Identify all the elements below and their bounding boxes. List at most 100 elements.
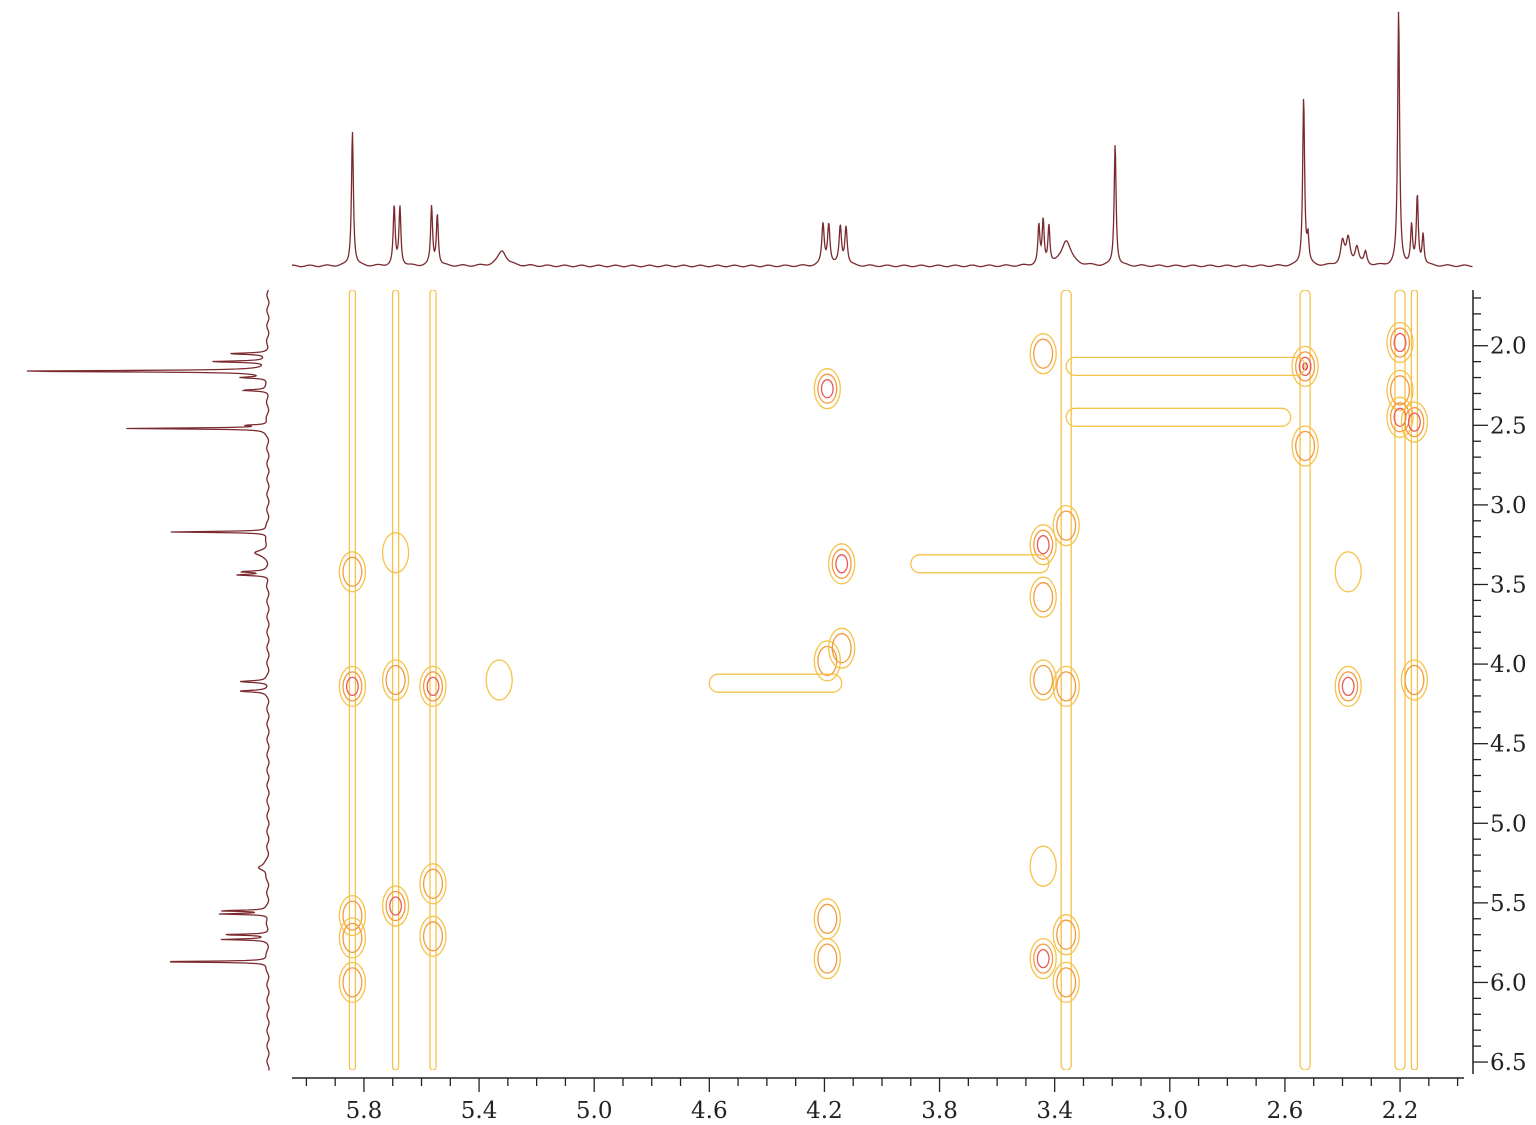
cross-peak	[381, 885, 410, 927]
cross-peak	[338, 961, 367, 1004]
contour-level	[342, 967, 363, 998]
cross-peak	[1029, 524, 1057, 566]
contour-level	[1029, 845, 1057, 887]
contour-level	[1298, 356, 1312, 377]
contour-level	[817, 943, 838, 974]
contour-level	[419, 665, 447, 708]
contour-level	[1052, 914, 1080, 956]
contour-level	[345, 676, 359, 697]
contour-ridge	[1065, 407, 1292, 427]
contour-level	[1400, 401, 1429, 443]
cross-peak	[1400, 659, 1429, 701]
contour-level	[1338, 671, 1359, 702]
contour-level	[338, 665, 367, 708]
contour-level	[338, 551, 367, 593]
contour-level	[1334, 551, 1362, 593]
y-tick-label: 3.5	[1490, 572, 1527, 598]
contour-level	[817, 903, 838, 934]
t1-noise-ridge	[1060, 290, 1072, 1070]
contour-level	[828, 543, 856, 585]
contour-level	[1341, 676, 1355, 697]
contour-ridge	[910, 554, 1050, 574]
t1-noise-ridge	[1299, 290, 1311, 1070]
x-axis-ppm: 5.8 5.4 5.0 4.6 4.2 3.8 3.4 3.0 2.6 2.2	[292, 1077, 1464, 1124]
contour-level	[1386, 396, 1414, 438]
x-tick-label: 3.8	[921, 1098, 958, 1124]
t1-noise-ridge	[1410, 290, 1419, 1070]
contour-level	[1052, 961, 1080, 1004]
contour-level	[1407, 412, 1421, 432]
cross-peak	[1400, 401, 1429, 443]
contour-level	[828, 627, 856, 669]
contour-level	[813, 937, 841, 980]
cross-peak	[1386, 321, 1414, 364]
y-tick-label: 3.0	[1490, 493, 1527, 519]
x-tick-label: 5.0	[576, 1098, 613, 1124]
cross-peak	[1029, 937, 1057, 980]
cross-peak	[1334, 665, 1362, 708]
cross-peak	[1291, 345, 1319, 388]
y-tick-label: 2.5	[1490, 413, 1527, 439]
y-tick-label: 4.5	[1490, 732, 1527, 758]
cross-peak	[1029, 845, 1057, 887]
contour-level	[342, 922, 363, 954]
y-tick-label: 5.5	[1490, 891, 1527, 917]
x-tick-label: 3.4	[1036, 1098, 1073, 1124]
contour-level	[422, 671, 444, 702]
contour-level	[1029, 937, 1057, 980]
contour-level	[1036, 535, 1050, 555]
contour-level	[381, 659, 410, 701]
contour-level	[1033, 582, 1054, 613]
contour-level	[419, 863, 447, 905]
cross-peak	[338, 894, 367, 937]
cross-peak	[1052, 504, 1080, 547]
y-tick-label: 2.0	[1490, 334, 1527, 360]
cross-peak	[1029, 576, 1057, 618]
contour-level	[1029, 333, 1057, 375]
contour-level	[1029, 524, 1057, 566]
cross-peak	[419, 915, 447, 957]
contour-level	[1033, 338, 1054, 369]
contour-level	[342, 900, 363, 931]
contour-level	[1029, 659, 1057, 701]
cross-peak	[419, 665, 447, 708]
contour-ridge	[708, 673, 843, 693]
contour-level	[817, 373, 838, 404]
contour-level	[381, 885, 410, 927]
contour-level	[419, 915, 447, 957]
x-tick-label: 5.4	[461, 1098, 498, 1124]
contour-level	[831, 633, 852, 664]
contour-level	[831, 548, 852, 579]
cross-peak	[813, 368, 841, 410]
contour-level	[1393, 332, 1407, 353]
contour-level	[485, 659, 513, 701]
cross-peak	[1029, 659, 1057, 701]
cross-peak	[1291, 425, 1319, 467]
contour-level	[1389, 402, 1411, 433]
contour-level	[1389, 327, 1411, 358]
y-tick-label: 6.0	[1490, 970, 1527, 996]
x-tick-label: 2.6	[1267, 1098, 1304, 1124]
contour-level	[1033, 943, 1054, 974]
x-tick-label: 5.8	[346, 1098, 383, 1124]
contour-ridge	[1065, 356, 1306, 377]
contour-level	[820, 379, 834, 399]
left-projection-trace	[26, 289, 270, 1071]
contour-level	[817, 645, 838, 677]
contour-level	[813, 640, 841, 682]
t1-noise-ridge	[1394, 290, 1406, 1070]
contour-level	[1400, 659, 1429, 701]
contour-level	[338, 917, 367, 959]
contour-level	[1052, 665, 1080, 708]
contour-level	[1389, 375, 1411, 406]
contour-level	[1334, 665, 1362, 708]
contour-level	[1036, 948, 1050, 969]
left-1d-projection-spectrum	[26, 289, 270, 1071]
t1-noise-ridge	[391, 290, 400, 1070]
t1-noise-ridge	[348, 290, 357, 1070]
y-tick-label: 5.0	[1490, 811, 1527, 837]
contour-level	[1033, 529, 1054, 560]
cross-peak	[813, 898, 841, 940]
contour-level	[338, 894, 367, 937]
